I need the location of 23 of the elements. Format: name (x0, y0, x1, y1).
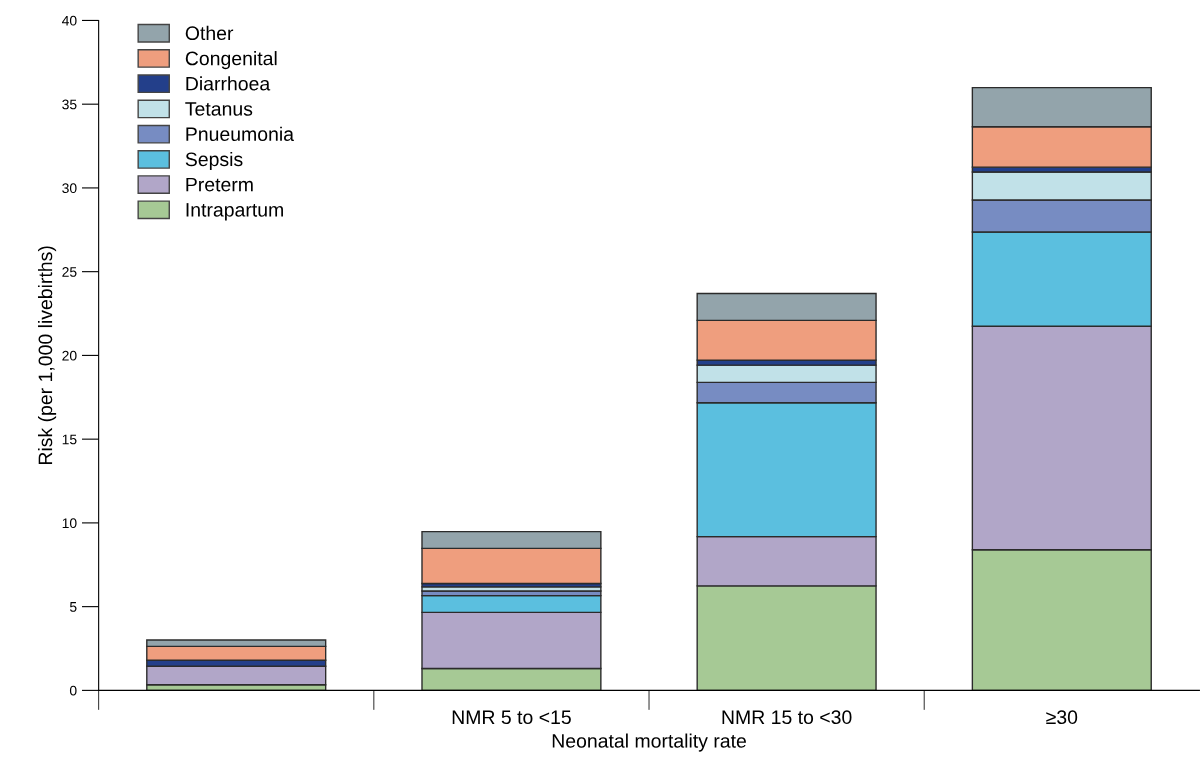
y-axis-title: Risk (per 1,000 livebirths) (37, 246, 57, 465)
x-tick-label: ≥30 (1046, 710, 1078, 725)
y-tick-label: 35 (62, 99, 77, 110)
y-tick-label: 0 (69, 685, 77, 696)
legend-label: Sepsis (185, 151, 243, 171)
y-tick-label: 10 (62, 518, 77, 529)
legend-label: Tetanus (185, 102, 253, 116)
x-axis-title: Neonatal mortality rate (552, 733, 746, 752)
legend-label: Preterm (186, 177, 253, 192)
x-tick-label: NMR 5 to <15 (452, 710, 571, 725)
x-tick-label: NMR 15 to <30 (722, 710, 852, 725)
y-tick-label: 40 (61, 15, 77, 26)
y-tick-label: 5 (69, 602, 77, 612)
y-tick-label: 25 (62, 267, 77, 277)
y-tick-label: 15 (62, 434, 77, 445)
legend-label: Pnueumonia (186, 126, 295, 142)
y-tick-label: 20 (62, 350, 77, 361)
legend-label: Congenital (185, 51, 277, 70)
legend-label: Diarrhoea (186, 76, 271, 91)
legend-label: Intrapartum (186, 203, 283, 221)
bar (146, 665, 327, 686)
y-tick-label: 30 (62, 183, 77, 194)
legend-label: Other (185, 25, 234, 41)
